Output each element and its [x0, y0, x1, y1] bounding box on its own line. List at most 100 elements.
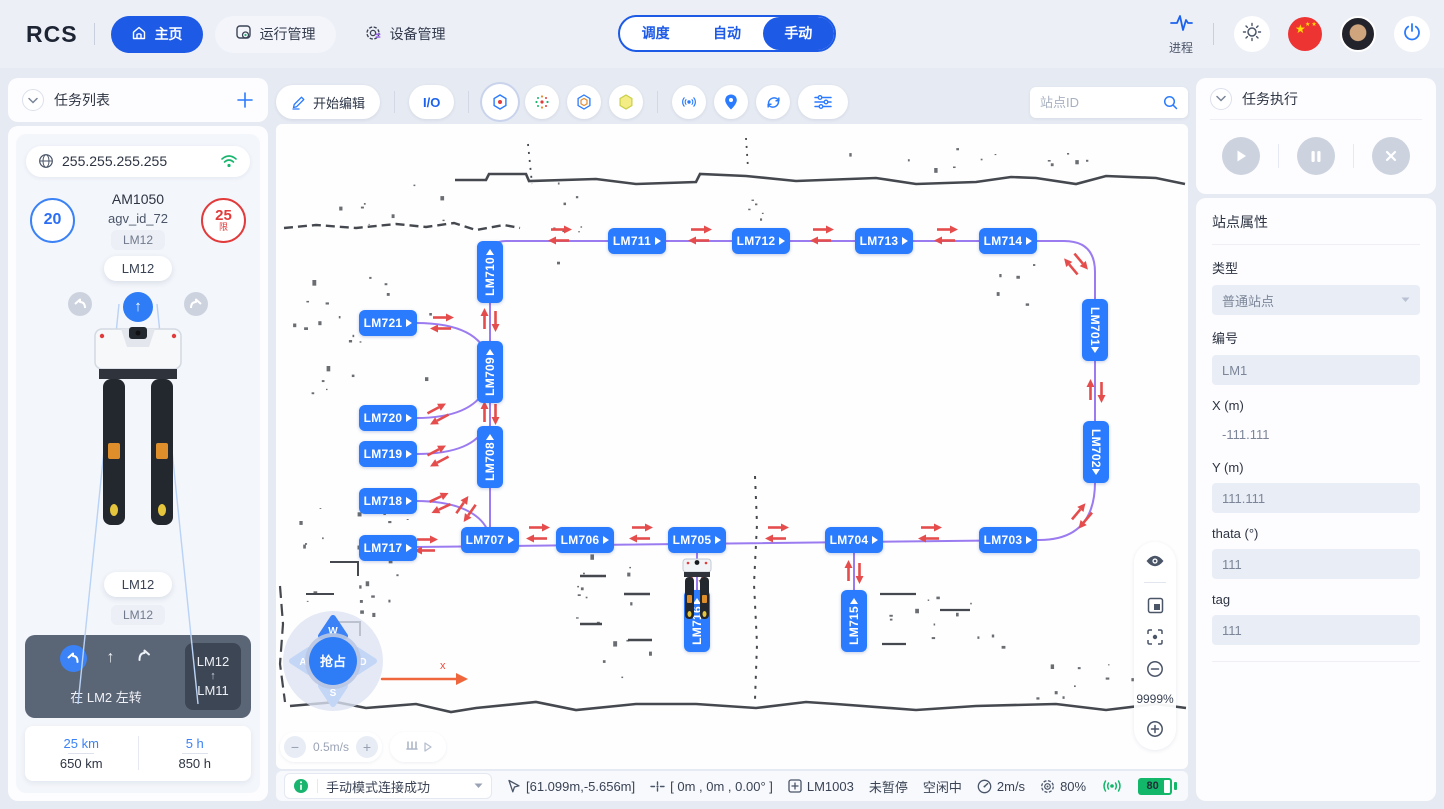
nav-tab-home[interactable]: 主页	[110, 15, 203, 53]
layer-zone-button[interactable]	[609, 85, 644, 119]
zoom-in-button[interactable]	[1146, 720, 1164, 738]
station-node-LM720[interactable]: LM720	[359, 405, 417, 431]
turn-left-ghost-icon[interactable]	[67, 291, 93, 323]
station-node-LM714[interactable]: LM714	[979, 228, 1037, 254]
speed-decrease-button[interactable]: −	[284, 736, 306, 758]
nav-tab-device-management[interactable]: 设备管理	[344, 16, 466, 53]
station-node-LM704[interactable]: LM704	[825, 527, 883, 553]
process-label: 进程	[1168, 40, 1193, 55]
station-node-LM707[interactable]: LM707	[461, 527, 519, 553]
joystick-pad[interactable]: W A D S 抢占	[282, 610, 384, 712]
station-code-input[interactable]: LM1	[1212, 355, 1420, 385]
refresh-button[interactable]	[756, 85, 791, 119]
triangle-down-icon	[1091, 347, 1099, 354]
divider	[1353, 144, 1354, 168]
map-area: 开始编辑 I/O	[276, 76, 1188, 809]
station-search-input[interactable]	[1040, 94, 1157, 110]
svg-text:D: D	[359, 657, 366, 668]
station-type-select[interactable]: 普通站点	[1212, 285, 1420, 315]
station-tag-input[interactable]: 111	[1212, 615, 1420, 645]
triangle-up-icon	[693, 597, 701, 604]
visibility-button[interactable]	[1145, 554, 1165, 568]
collapse-task-list-button[interactable]	[22, 89, 44, 111]
map-canvas[interactable]: x LM710 LM721 LM709 LM720 LM719 LM708 LM718 LM7…	[276, 124, 1188, 769]
collapse-task-exec-button[interactable]	[1210, 87, 1232, 110]
station-y-input[interactable]: 111.111	[1212, 483, 1420, 513]
straight-icon: ↑	[106, 649, 115, 667]
turn-right-icon	[135, 648, 153, 669]
route-box: LM12 ↑ LM11	[185, 642, 241, 710]
pause-state: 未暂停	[868, 779, 908, 795]
go-straight-button[interactable]: ↑	[123, 291, 153, 322]
locate-button[interactable]	[714, 85, 749, 119]
task-play-button[interactable]	[1222, 137, 1260, 175]
logout-button[interactable]	[1394, 16, 1430, 52]
mode-manual[interactable]: 手动	[762, 17, 834, 50]
station-node-LM703[interactable]: LM703	[979, 527, 1037, 553]
minimap-button[interactable]	[1147, 597, 1164, 614]
filter-button[interactable]	[798, 85, 849, 119]
station-node-LM713[interactable]: LM713	[855, 228, 913, 254]
layer-scatter-button[interactable]	[525, 85, 560, 119]
triangle-right-icon	[872, 536, 879, 544]
minus-circle-icon	[1147, 661, 1163, 677]
start-edit-button[interactable]: 开始编辑	[276, 85, 381, 119]
search-icon[interactable]	[1163, 95, 1178, 110]
station-node-LM715[interactable]: LM715	[841, 590, 867, 652]
station-node-LM712[interactable]: LM712	[732, 228, 790, 254]
station-node-LM702[interactable]: LM702	[1083, 421, 1109, 483]
wifi-icon	[221, 155, 237, 168]
fork-control-button[interactable]	[390, 732, 446, 762]
top-navbar: RCS 主页 运行管理 设备管理 调度 自动 手动	[0, 0, 1444, 68]
station-node-LM701[interactable]: LM701	[1082, 299, 1108, 361]
station-node-LM705[interactable]: LM705	[668, 527, 726, 553]
user-avatar[interactable]	[1340, 16, 1376, 52]
station-node-LM708[interactable]: LM708	[477, 426, 503, 488]
nav-right-cluster: 进程 ★ ★★	[1169, 0, 1430, 68]
lidar-button[interactable]	[672, 85, 707, 119]
speed-increase-button[interactable]: +	[355, 736, 378, 758]
station-node-LM706[interactable]: LM706	[556, 527, 614, 553]
station-search-box	[1030, 86, 1188, 118]
station-node-LM719[interactable]: LM719	[359, 441, 417, 467]
mode-auto[interactable]: 自动	[712, 25, 741, 41]
limit-value: 25	[215, 207, 232, 225]
current-station-value: LM1003	[806, 778, 854, 794]
map-robot-icon[interactable]	[680, 558, 714, 624]
vehicle-ip-row[interactable]: 255.255.255.255	[26, 146, 250, 177]
zoom-out-button[interactable]	[1146, 660, 1164, 678]
center-view-button[interactable]	[1146, 628, 1164, 646]
station-node-LM717[interactable]: LM717	[359, 535, 417, 561]
io-button[interactable]: I/O	[409, 85, 455, 119]
divider	[93, 23, 95, 45]
station-node-LM709[interactable]: LM709	[477, 341, 503, 403]
language-flag-button[interactable]: ★ ★★	[1288, 17, 1322, 51]
theme-button[interactable]	[1234, 16, 1270, 52]
mode-dispatch[interactable]: 调度	[641, 25, 670, 41]
turn-right-ghost-icon[interactable]	[183, 291, 209, 323]
station-type-value: 普通站点	[1222, 293, 1275, 309]
limit-tag: 限	[218, 222, 228, 233]
layer-hexagon-rings-button[interactable]	[567, 85, 602, 119]
add-task-icon[interactable]	[236, 91, 254, 109]
battery-indicator: 80	[1138, 777, 1178, 795]
process-button[interactable]: 进程	[1169, 13, 1193, 56]
station-theta-input[interactable]: 111	[1212, 549, 1420, 579]
station-node-LM711[interactable]: LM711	[608, 228, 666, 254]
layer-station-button[interactable]	[483, 85, 518, 119]
station-node-LM721[interactable]: LM721	[359, 310, 417, 336]
pencil-icon	[292, 96, 305, 110]
triangle-right-icon	[655, 237, 662, 245]
station-x-value[interactable]: -111.111	[1222, 426, 1270, 442]
nav-tab-run-management[interactable]: 运行管理	[214, 15, 336, 53]
total-hours: 850 h	[178, 755, 212, 771]
confidence-value: 80%	[1060, 778, 1087, 794]
task-cancel-button[interactable]	[1372, 137, 1410, 175]
task-pause-button[interactable]	[1297, 137, 1335, 175]
triangle-up-icon	[486, 348, 494, 355]
battery-value: 80	[1146, 780, 1159, 792]
station-properties-panel: 站点属性 类型 普通站点 编号 LM1 X (m) -111.111 Y (m)…	[1196, 198, 1436, 801]
station-node-LM710[interactable]: LM710	[477, 241, 503, 303]
station-node-LM718[interactable]: LM718	[359, 488, 417, 514]
connection-status-dropdown[interactable]: 手动模式连接成功	[284, 773, 492, 799]
